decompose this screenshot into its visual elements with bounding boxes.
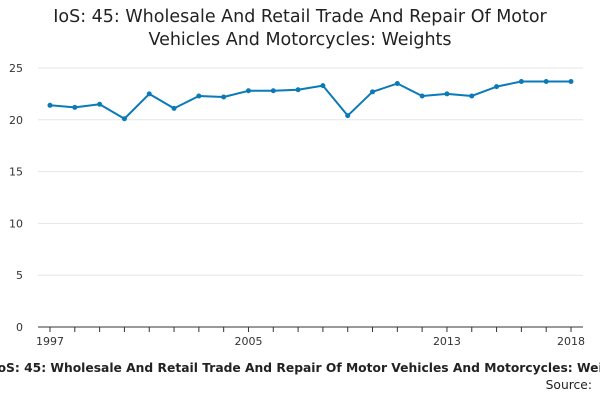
series	[47, 78, 574, 122]
x-axis-tick-labels: 1997 2005 2013 2018	[36, 335, 585, 348]
x-axis	[38, 326, 583, 332]
data-point-2007	[295, 87, 301, 93]
data-point-2004	[221, 94, 227, 100]
x-tick-label-2013: 2013	[433, 335, 461, 348]
y-tick-label-5: 5	[16, 269, 23, 282]
x-tick-label-2018: 2018	[557, 335, 585, 348]
data-point-2012	[419, 93, 425, 99]
y-tick-label-10: 10	[9, 217, 23, 230]
series-line-0	[49, 80, 571, 120]
footer-source: Source:	[545, 378, 592, 392]
y-tick-label-25: 25	[9, 62, 23, 75]
data-point-2000	[121, 116, 127, 122]
data-point-2018	[568, 78, 574, 84]
data-point-2003	[196, 93, 202, 99]
footer-title: IoS: 45: Wholesale And Retail Trade And …	[0, 361, 600, 375]
data-point-1997	[47, 102, 53, 108]
data-point-2009	[345, 113, 351, 119]
chart-title-line-2: Vehicles And Motorcycles: Weights	[148, 30, 452, 50]
y-axis-tick-labels: 0 5 10 15 20 25	[9, 62, 23, 334]
chart-title-line-1: IoS: 45: Wholesale And Retail Trade And …	[53, 7, 547, 27]
data-point-2013	[444, 91, 450, 97]
gridlines	[38, 67, 583, 276]
y-tick-label-15: 15	[9, 166, 23, 179]
data-point-2008	[320, 83, 326, 89]
data-point-2006	[270, 88, 276, 94]
y-tick-label-20: 20	[9, 114, 23, 127]
chart-title: IoS: 45: Wholesale And Retail Trade And …	[0, 6, 600, 52]
data-point-2015	[494, 84, 500, 90]
data-point-1999	[97, 101, 103, 107]
data-point-2011	[394, 81, 400, 87]
data-point-2016	[518, 78, 524, 84]
data-point-2017	[543, 78, 549, 84]
data-point-2014	[469, 93, 475, 99]
data-point-2001	[146, 91, 152, 97]
data-point-1998	[72, 104, 78, 110]
data-point-2010	[370, 89, 376, 95]
x-tick-label-1997: 1997	[36, 335, 64, 348]
x-tick-label-2005: 2005	[234, 335, 262, 348]
data-point-2005	[245, 88, 251, 94]
y-tick-label-0: 0	[16, 321, 23, 334]
data-point-2002	[171, 105, 177, 111]
